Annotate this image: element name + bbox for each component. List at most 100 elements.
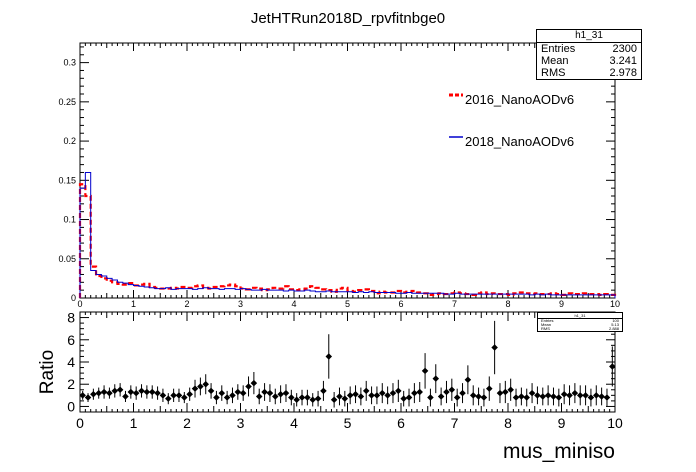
ratio-point <box>523 394 530 401</box>
ratio-point <box>453 394 461 401</box>
series-2018-histogram <box>79 171 616 298</box>
stats-label: RMS <box>541 326 550 331</box>
ratio-point <box>239 389 247 397</box>
ratio-point <box>90 390 97 398</box>
ratio-point <box>432 375 440 382</box>
ratio-point <box>223 394 231 401</box>
ratio-point <box>277 390 284 398</box>
top-x-tick-label: 1 <box>131 299 136 309</box>
top-x-tick-label: 4 <box>291 299 296 309</box>
ratio-point <box>411 389 418 397</box>
ratio-point <box>282 389 290 397</box>
ratio-point <box>175 392 183 399</box>
top-x-tick-label: 7 <box>452 299 457 309</box>
ratio-x-tick-label: 3 <box>237 415 245 431</box>
stats-value: 5.13 <box>611 322 619 327</box>
ratio-point <box>165 395 172 402</box>
ratio-point <box>427 394 434 401</box>
ratio-x-tick-label: 5 <box>344 415 352 431</box>
ratio-point <box>368 392 375 399</box>
stats-row-rms: RMS 2.888 <box>538 327 622 331</box>
stats-value: 3.241 <box>609 55 637 67</box>
ratio-y-tick-label: 2 <box>67 376 75 392</box>
ratio-point <box>84 394 92 401</box>
top-y-tick-label: 0.25 <box>58 97 76 107</box>
ratio-point <box>512 394 520 401</box>
stats-value: 2.888 <box>608 326 619 331</box>
ratio-point <box>416 388 423 396</box>
ratio-point <box>587 394 595 401</box>
ratio-point <box>245 383 252 390</box>
ratio-x-tick-label: 0 <box>76 415 84 431</box>
top-plot-frame <box>79 42 616 299</box>
top-y-tick-label: 0.05 <box>58 254 76 264</box>
ratio-point <box>320 387 327 395</box>
ratio-y-tick-label: 8 <box>67 310 75 326</box>
stats-value: 2.978 <box>609 67 637 79</box>
top-x-tick-label: 5 <box>345 299 350 309</box>
top-y-tick-label: 0.1 <box>63 215 76 225</box>
ratio-point <box>95 389 102 397</box>
stats-row-entries: Entries 2300 <box>537 43 641 55</box>
ratio-y-tick-label: 4 <box>67 354 75 370</box>
ratio-point <box>250 379 258 387</box>
ratio-point <box>309 396 316 404</box>
ratio-point <box>346 392 354 399</box>
stats-label: RMS <box>541 67 566 79</box>
ratio-point <box>330 396 338 404</box>
ratio-point <box>127 388 135 396</box>
top-y-tick-label: 0 <box>71 293 76 303</box>
chart-title: JetHTRun2018D_rpvfitnbge0 <box>250 10 446 27</box>
ratio-point <box>518 393 525 400</box>
top-x-tick-label: 8 <box>505 299 510 309</box>
stats-label: Entries <box>541 43 576 55</box>
top-x-tick-label: 2 <box>184 299 189 309</box>
top-y-tick-label: 0.2 <box>63 136 76 146</box>
top-x-tick-label: 6 <box>398 299 403 309</box>
stats-row-mean: Mean 5.13 <box>538 323 622 327</box>
stats-label: Mean <box>541 322 552 327</box>
ratio-y-axis-title: Ratio <box>37 350 58 394</box>
stats-box-name: h1_31 <box>538 313 622 319</box>
ratio-point <box>534 392 541 399</box>
ratio-point <box>491 344 498 351</box>
ratio-point <box>100 388 108 396</box>
ratio-point <box>314 395 322 402</box>
ratio-point <box>384 392 391 399</box>
ratio-point <box>464 376 472 384</box>
ratio-point <box>148 388 156 396</box>
ratio-x-tick-label: 1 <box>130 415 138 431</box>
ratio-point <box>266 389 274 397</box>
ratio-point <box>186 390 193 398</box>
ratio-point <box>555 394 563 401</box>
ratio-point <box>202 380 209 388</box>
ratio-point <box>507 386 514 394</box>
ratio-point <box>181 394 188 401</box>
stats-box-ratio: h1_31 Entries 100 Mean 5.13 RMS 2.888 <box>537 312 623 332</box>
ratio-point <box>421 367 429 375</box>
ratio-point <box>459 389 466 397</box>
ratio-point <box>582 392 589 399</box>
stats-value: 2300 <box>612 43 637 55</box>
top-y-tick-label: 0.15 <box>58 175 76 185</box>
ratio-point <box>437 393 445 400</box>
stats-label: Mean <box>541 55 569 67</box>
ratio-point <box>480 394 488 401</box>
ratio-point <box>486 385 493 392</box>
ratio-x-axis-title: mus_miniso <box>503 440 615 463</box>
ratio-y-tick-label: 0 <box>67 398 75 414</box>
ratio-point <box>341 395 349 402</box>
ratio-x-tick-label: 7 <box>451 415 459 431</box>
ratio-point <box>132 389 140 397</box>
ratio-point <box>571 389 579 397</box>
ratio-point <box>272 393 279 400</box>
ratio-point <box>229 392 236 399</box>
stats-row-rms: RMS 2.978 <box>537 67 641 79</box>
stats-box-main: h1_31 Entries 2300 Mean 3.241 RMS 2.978 <box>536 29 642 80</box>
ratio-point <box>405 394 413 401</box>
ratio-point <box>609 363 616 370</box>
ratio-point <box>159 392 167 399</box>
ratio-plot-frame <box>79 311 616 413</box>
ratio-point <box>362 387 370 395</box>
ratio-point <box>443 388 450 396</box>
